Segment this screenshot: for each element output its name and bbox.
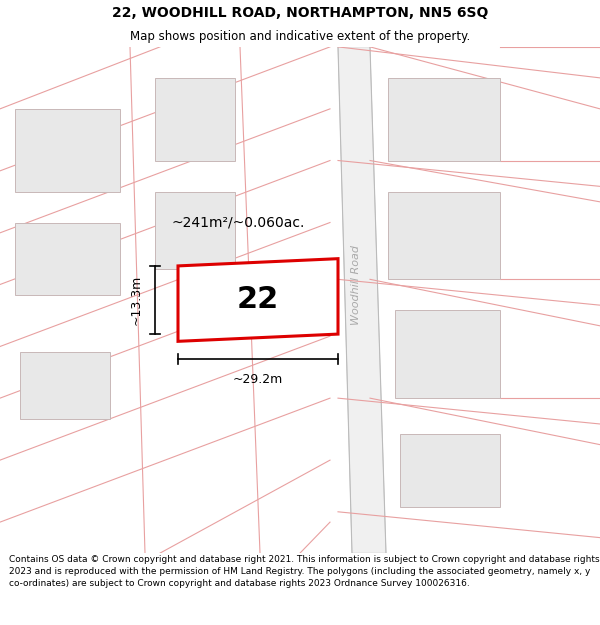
Polygon shape xyxy=(15,109,120,191)
Text: ~241m²/~0.060ac.: ~241m²/~0.060ac. xyxy=(172,216,305,229)
Text: Contains OS data © Crown copyright and database right 2021. This information is : Contains OS data © Crown copyright and d… xyxy=(9,555,599,588)
Polygon shape xyxy=(395,311,500,398)
Polygon shape xyxy=(400,434,500,507)
Polygon shape xyxy=(388,191,500,279)
Text: ~13.3m: ~13.3m xyxy=(130,275,143,325)
Polygon shape xyxy=(155,78,235,161)
Text: Woodhill Road: Woodhill Road xyxy=(351,244,361,324)
Polygon shape xyxy=(388,78,500,161)
Polygon shape xyxy=(20,352,110,419)
Polygon shape xyxy=(178,259,338,341)
Text: ~29.2m: ~29.2m xyxy=(233,373,283,386)
Text: 22, WOODHILL ROAD, NORTHAMPTON, NN5 6SQ: 22, WOODHILL ROAD, NORTHAMPTON, NN5 6SQ xyxy=(112,6,488,20)
Polygon shape xyxy=(155,191,235,269)
Text: Map shows position and indicative extent of the property.: Map shows position and indicative extent… xyxy=(130,30,470,43)
Text: 22: 22 xyxy=(237,286,279,314)
Polygon shape xyxy=(338,47,386,553)
Polygon shape xyxy=(15,222,120,295)
